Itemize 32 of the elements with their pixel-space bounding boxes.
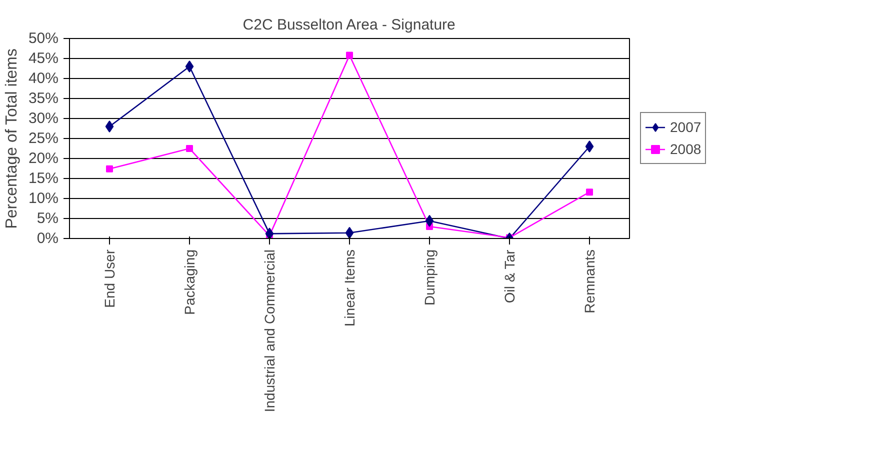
y-tick-label: 25%	[28, 130, 59, 147]
x-tick-label: Linear Items	[342, 249, 358, 327]
point	[186, 145, 193, 152]
chart-title: C2C Busselton Area - Signature	[242, 16, 456, 34]
x-tick-label: Packaging	[182, 249, 198, 315]
y-tick-label: 40%	[28, 70, 59, 87]
x-tick-label: Remnants	[582, 249, 598, 314]
x-tick-label: Oil & Tar	[502, 249, 518, 304]
point	[586, 188, 593, 196]
y-tick-label: 30%	[28, 110, 59, 127]
y-tick-label: 35%	[28, 90, 59, 107]
point	[105, 120, 114, 132]
y-tick-label: 10%	[28, 190, 59, 207]
point	[585, 140, 594, 152]
y-tick-label: 15%	[28, 170, 59, 187]
y-tick-label: 0%	[36, 230, 59, 247]
point	[425, 214, 434, 227]
point	[106, 165, 113, 172]
point	[185, 60, 194, 72]
point	[346, 52, 353, 59]
x-tick-label: Dumping	[422, 249, 438, 306]
y-tick-label: 50%	[28, 30, 59, 47]
y-tick-label: 45%	[28, 50, 59, 67]
y-tick-label: 20%	[28, 150, 59, 167]
y-axis-title: Percentage of Total items	[3, 48, 20, 229]
x-tick-label: Industrial and Commercial	[262, 249, 278, 412]
point	[345, 226, 354, 238]
legend-label: 2007	[670, 119, 702, 135]
point	[265, 228, 274, 238]
x-tick-label: End User	[102, 249, 118, 308]
legend-label: 2008	[670, 141, 702, 157]
y-tick-label: 5%	[36, 210, 59, 227]
